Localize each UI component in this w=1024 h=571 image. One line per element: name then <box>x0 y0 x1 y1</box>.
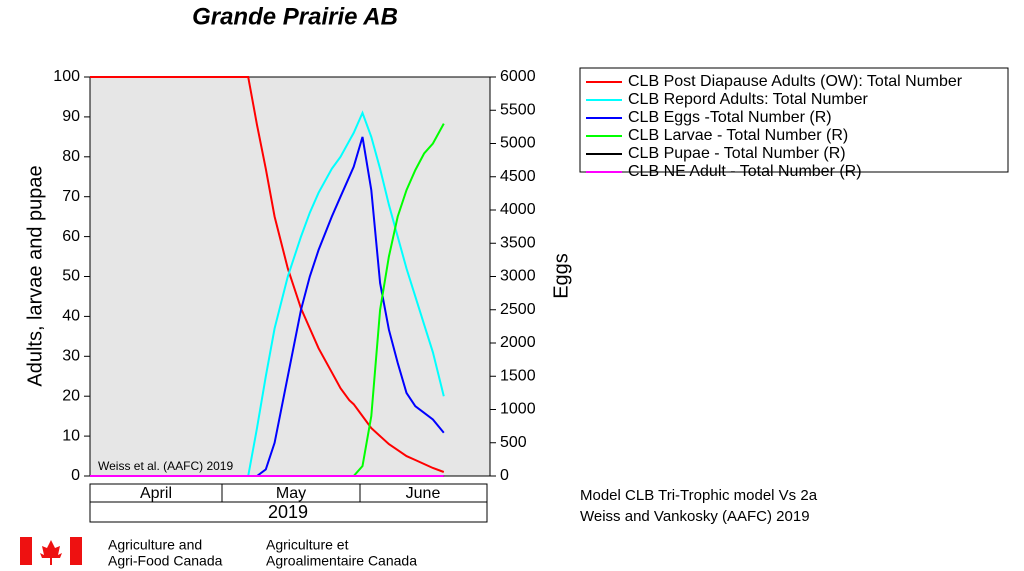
y2-tick-label: 4500 <box>500 168 536 185</box>
series-line <box>90 110 445 477</box>
x-tick-label: June <box>406 485 441 502</box>
y2-tick-label: 1000 <box>500 401 536 418</box>
maple-leaf <box>40 540 62 565</box>
x-tick-label: May <box>276 485 306 502</box>
y2-tick-label: 5500 <box>500 101 536 118</box>
y-tick-label: 30 <box>62 348 80 365</box>
chart-title: Grande Prairie AB <box>192 3 398 30</box>
legend-label: CLB Eggs -Total Number (R) <box>628 109 832 126</box>
canada-flag <box>20 537 82 565</box>
annotation: Weiss et al. (AAFC) 2019 <box>98 459 233 473</box>
y2-tick-label: 1500 <box>500 367 536 384</box>
legend-label: CLB Repord Adults: Total Number <box>628 91 869 108</box>
note: Weiss and Vankosky (AAFC) 2019 <box>580 508 810 525</box>
x-axis-box <box>89 483 488 523</box>
y-tick-label: 70 <box>62 188 80 205</box>
note: Model CLB Tri-Trophic model Vs 2a <box>580 487 818 504</box>
y2-tick-label: 4000 <box>500 201 536 218</box>
y2-tick-label: 500 <box>500 434 527 451</box>
x-year-label: 2019 <box>268 502 308 522</box>
legend-label: CLB Post Diapause Adults (OW): Total Num… <box>628 73 963 90</box>
footer-text: Agriculture and <box>108 537 202 553</box>
y-axis-label: Adults, larvae and pupae <box>24 165 46 386</box>
y-tick-label: 20 <box>62 387 80 404</box>
flag-bar <box>20 537 32 565</box>
footer-text: Agroalimentaire Canada <box>266 553 417 569</box>
y-tick-label: 60 <box>62 228 80 245</box>
y2-tick-label: 5000 <box>500 135 536 152</box>
y2-tick-label: 6000 <box>500 68 536 85</box>
y-tick-label: 40 <box>62 308 80 325</box>
y2-tick-label: 3000 <box>500 268 536 285</box>
y2-tick-label: 0 <box>500 467 509 484</box>
y-tick-label: 90 <box>62 108 80 125</box>
flag-bar <box>70 537 82 565</box>
legend-label: CLB NE Adult - Total Number (R) <box>628 163 862 180</box>
y2-tick-label: 3500 <box>500 234 536 251</box>
y-tick-label: 10 <box>62 427 80 444</box>
footer-text: Agri-Food Canada <box>108 553 223 569</box>
y2-axis-label: Eggs <box>550 253 572 299</box>
legend-label: CLB Pupae - Total Number (R) <box>628 145 846 162</box>
y2-tick-label: 2500 <box>500 301 536 318</box>
y-tick-label: 80 <box>62 148 80 165</box>
x-tick-label: April <box>140 485 172 502</box>
series-line <box>90 76 445 473</box>
y-tick-label: 50 <box>62 268 80 285</box>
y-tick-label: 100 <box>53 68 80 85</box>
y-tick-label: 0 <box>71 467 80 484</box>
y2-tick-label: 2000 <box>500 334 536 351</box>
footer-text: Agriculture et <box>266 537 349 553</box>
legend-box <box>579 67 1009 173</box>
legend-label: CLB Larvae - Total Number (R) <box>628 127 848 144</box>
